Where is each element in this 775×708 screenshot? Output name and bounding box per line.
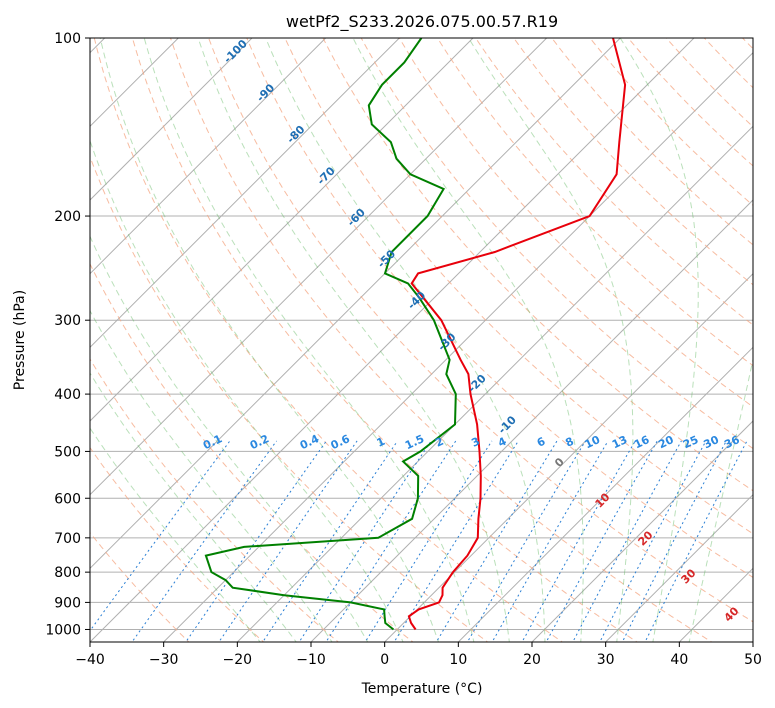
isotherm-line <box>531 420 753 642</box>
dry-adiabat-line <box>131 38 638 642</box>
x-tick-label: 20 <box>523 652 541 668</box>
dry-adiabat-line <box>360 38 753 450</box>
plot-frame <box>89 37 754 643</box>
dry-adiabat-line <box>513 38 753 286</box>
isotherm-line <box>90 38 695 642</box>
mixing-ratio-line <box>491 440 609 642</box>
y-tick-label: 300 <box>54 313 81 329</box>
moist-adiabat-line <box>143 38 475 642</box>
mixing-ratio-line <box>131 440 278 642</box>
mixing-ratio-label: 13 <box>610 433 629 451</box>
moist-adiabat-line <box>197 38 510 642</box>
isotherm-line <box>163 51 753 642</box>
sounding-series-line <box>407 38 627 631</box>
dry-adiabats <box>90 38 753 642</box>
y-tick-label: 800 <box>54 565 81 581</box>
moist-adiabat-line <box>90 235 369 642</box>
moist-adiabat-line <box>265 38 546 642</box>
isotherm-line <box>310 199 753 642</box>
dry-adiabat-line <box>93 38 564 642</box>
x-tick-label: 10 <box>449 652 467 668</box>
mixing-ratio-label: 10 <box>583 433 603 451</box>
mixing-ratio-line <box>90 440 231 632</box>
dry-adiabat-line <box>90 446 265 642</box>
dry-adiabat-line <box>284 38 753 535</box>
isotherm-line <box>90 38 474 422</box>
dry-adiabat-line <box>436 38 753 367</box>
x-tick-label: 50 <box>744 652 762 668</box>
x-axis: −40 −30 −20 −10 0 10 20 30 40 50 <box>75 642 762 668</box>
mixing-ratio-label: 16 <box>632 433 652 451</box>
dry-adiabat-line <box>208 38 753 623</box>
moist-adiabat-line <box>352 38 584 642</box>
y-axis: 100 200 300 400 500 600 700 800 900 1000 <box>45 31 90 638</box>
y-tick-label: 200 <box>54 209 81 225</box>
plot-background <box>90 38 753 642</box>
isotherm-line <box>90 38 327 275</box>
isotherm-line <box>90 38 400 349</box>
y-tick-label: 500 <box>54 444 81 460</box>
moist-adiabat-line <box>468 38 634 642</box>
dry-adiabat-line <box>475 38 753 326</box>
moist-adiabat-line <box>90 309 333 642</box>
mixing-ratio-line <box>325 440 457 642</box>
isotherm-line <box>457 346 753 642</box>
dry-adiabat-line <box>170 38 713 642</box>
y-tick-label: 900 <box>54 595 81 611</box>
mixing-ratio-line <box>298 440 432 642</box>
dry-adiabat-line <box>246 38 753 578</box>
y-axis-label: Pressure (hPa) <box>12 290 28 390</box>
x-tick-label: 0 <box>380 652 389 668</box>
mixing-ratio-line <box>466 440 586 642</box>
mixing-ratio-lines <box>90 440 748 642</box>
moist-adiabat-line <box>688 356 753 642</box>
x-tick-label: 40 <box>670 652 688 668</box>
mixing-ratio-line <box>185 440 327 642</box>
mixing-ratio-label: 30 <box>702 433 722 451</box>
dry-adiabat-line <box>90 358 340 642</box>
mixing-ratio-line <box>393 440 519 642</box>
moist-adiabat-line <box>619 38 699 642</box>
chart-title: wetPf2_S233.2026.075.00.57.R19 <box>286 12 558 32</box>
mixing-ratio-line <box>435 440 558 642</box>
moist-adiabat-line <box>90 427 261 642</box>
y-tick-label: 100 <box>54 31 81 47</box>
sounding-series-line <box>204 38 457 631</box>
isotherm-line <box>90 38 548 496</box>
x-axis-label: Temperature (°C) <box>361 681 483 697</box>
moist-adiabat-line <box>90 139 404 642</box>
y-tick-label: 400 <box>54 387 81 403</box>
y-tick-label: 1000 <box>45 622 81 638</box>
mixing-ratio-line <box>364 440 493 642</box>
moist-adiabats <box>90 38 753 642</box>
y-tick-label: 700 <box>54 531 81 547</box>
isotherm-line <box>384 272 753 642</box>
sounding-curves <box>204 38 627 631</box>
x-tick-label: 30 <box>597 652 615 668</box>
isotherm-line <box>752 641 753 642</box>
isotherm-line <box>605 493 753 642</box>
isobar-gridlines <box>90 38 753 630</box>
dry-adiabat-line <box>90 262 414 642</box>
moist-adiabat-line <box>90 372 297 642</box>
dry-adiabat-line <box>322 38 753 492</box>
x-tick-label: −30 <box>149 652 179 668</box>
mixing-ratio-label: 25 <box>681 433 700 451</box>
mixing-ratio-line <box>599 440 707 642</box>
dry-adiabat-line <box>90 155 489 642</box>
isotherm-gridlines <box>90 38 753 642</box>
isotherm-line <box>90 38 253 201</box>
isotherm-line <box>90 38 621 570</box>
dry-adiabat-line <box>398 38 753 408</box>
moist-adiabat-line <box>99 38 440 642</box>
mixing-ratio-line <box>621 440 727 642</box>
x-tick-label: −20 <box>223 652 253 668</box>
x-tick-label: −40 <box>75 652 105 668</box>
x-tick-label: −10 <box>296 652 326 668</box>
mixing-ratio-label: 36 <box>722 433 742 451</box>
mixing-ratio-line <box>644 440 748 642</box>
y-tick-label: 600 <box>54 491 81 507</box>
mixing-ratio-label: 20 <box>656 433 676 451</box>
